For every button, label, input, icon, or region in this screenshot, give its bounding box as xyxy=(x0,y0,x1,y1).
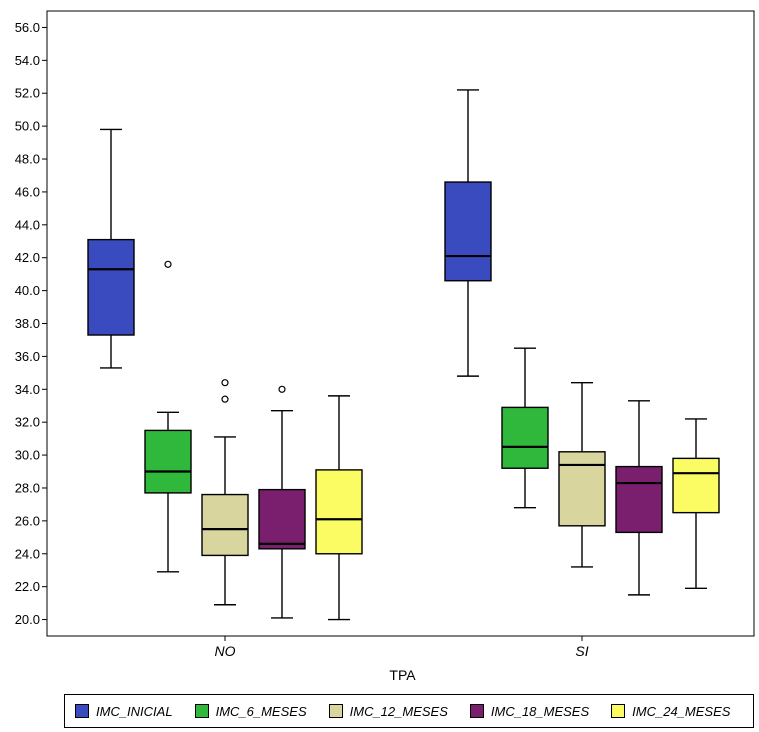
box-iqr xyxy=(501,406,549,469)
plot-area xyxy=(46,10,755,637)
box-imc-6-meses-no xyxy=(144,260,192,573)
y-tick-label: 44.0 xyxy=(15,217,40,232)
y-tick-label: 52.0 xyxy=(15,86,40,101)
y-tick-label: 24.0 xyxy=(15,546,40,561)
y-tick-label: 56.0 xyxy=(15,20,40,35)
legend-item: IMC_18_MESES xyxy=(469,703,590,719)
y-tick-label: 20.0 xyxy=(15,612,40,627)
y-tick-label: 26.0 xyxy=(15,513,40,528)
legend-item: IMC_12_MESES xyxy=(328,703,448,719)
y-tick-label: 30.0 xyxy=(15,448,40,463)
y-tick-label: 38.0 xyxy=(15,316,40,331)
y-tick-label: 54.0 xyxy=(15,53,40,68)
box-imc-24-meses-no xyxy=(315,395,363,621)
box-imc-12-meses-si xyxy=(558,382,606,568)
box-series xyxy=(87,89,720,621)
legend-swatch xyxy=(194,704,209,718)
y-tick-label: 32.0 xyxy=(15,415,40,430)
y-tick-label: 50.0 xyxy=(15,119,40,134)
y-tick-label: 40.0 xyxy=(15,283,40,298)
box-imc-inicial-si xyxy=(444,89,492,377)
legend-item: IMC_24_MESES xyxy=(611,704,730,719)
legend: IMC_INICIAL IMC_6_MESES IMC_12_MESES IMC_18… xyxy=(64,694,754,728)
box-iqr xyxy=(615,465,663,534)
y-tick-label: 42.0 xyxy=(15,250,40,265)
legend-swatch xyxy=(611,704,626,718)
legend-label: IMC_24_MESES xyxy=(632,703,731,719)
legend-item: IMC_INICIAL xyxy=(75,704,173,719)
y-tick-label: 48.0 xyxy=(15,152,40,167)
box-iqr xyxy=(144,429,192,494)
legend-label: IMC_INICIAL xyxy=(96,703,173,719)
box-imc-18-meses-si xyxy=(615,400,663,596)
legend-label: IMC_12_MESES xyxy=(349,703,448,719)
box-iqr xyxy=(258,488,306,550)
box-imc-24-meses-si xyxy=(672,418,720,590)
box-iqr xyxy=(672,457,720,514)
legend-label: IMC_18_MESES xyxy=(490,703,590,719)
x-axis: NO SI xyxy=(215,636,589,659)
box-iqr xyxy=(315,469,363,555)
outlier-point xyxy=(221,395,229,403)
y-tick-label: 46.0 xyxy=(15,184,40,199)
box-iqr xyxy=(444,181,492,282)
legend-swatch xyxy=(328,704,343,718)
box-imc-18-meses-no xyxy=(258,385,306,619)
outlier-point xyxy=(221,379,229,387)
y-tick-label: 34.0 xyxy=(15,382,40,397)
box-iqr xyxy=(558,451,606,527)
box-imc-inicial-no xyxy=(87,128,135,369)
box-imc-12-meses-no xyxy=(201,379,249,606)
x-category-label: SI xyxy=(575,643,588,659)
boxplot-chart: 20.0 22.0 24.0 26.0 28.0 30.0 32.0 34.0 36.0 38.0… xyxy=(15,10,755,683)
legend-swatch xyxy=(75,704,89,718)
legend-item: IMC_6_MESES xyxy=(194,703,307,719)
outlier-point xyxy=(164,260,172,268)
y-tick-label: 28.0 xyxy=(15,480,40,495)
y-axis: 20.0 22.0 24.0 26.0 28.0 30.0 32.0 34.0 36.0 38.0… xyxy=(15,20,47,627)
legend-swatch xyxy=(469,704,484,718)
box-iqr xyxy=(87,238,135,336)
y-tick-label: 22.0 xyxy=(15,579,40,594)
x-category-label: NO xyxy=(215,643,236,659)
legend-label: IMC_6_MESES xyxy=(215,703,307,719)
box-imc-6-meses-si xyxy=(501,347,549,509)
outlier-point xyxy=(278,385,286,393)
box-iqr xyxy=(201,493,249,557)
x-axis-title: TPA xyxy=(389,667,416,683)
y-tick-label: 36.0 xyxy=(15,349,40,364)
